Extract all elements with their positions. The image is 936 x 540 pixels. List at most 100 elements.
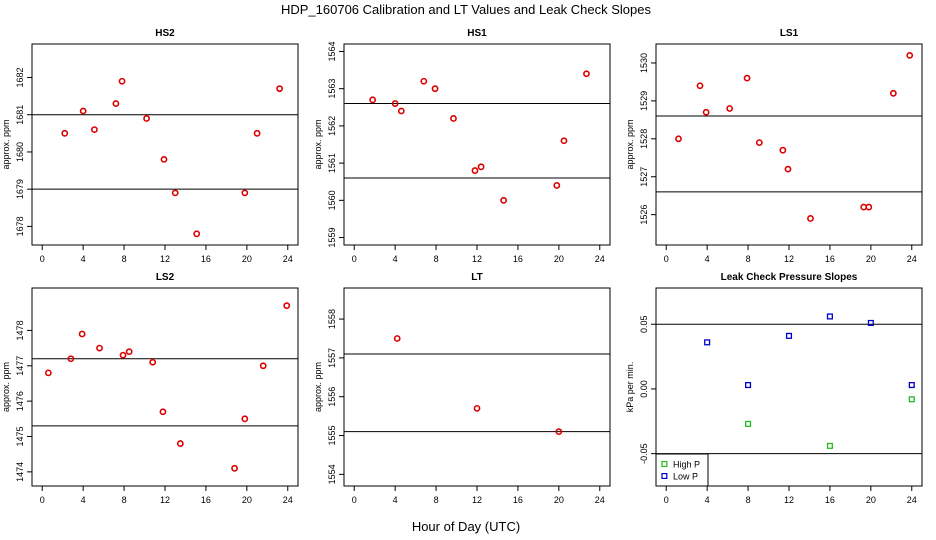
- data-point: [560, 137, 568, 145]
- data-point: [118, 77, 126, 85]
- data-point: [477, 163, 485, 171]
- x-tick-label: 16: [201, 495, 211, 505]
- x-tick-label: 16: [825, 254, 835, 264]
- panel-title: Leak Check Pressure Slopes: [721, 272, 858, 283]
- data-point: [471, 167, 479, 174]
- y-axis-label: kPa per min.: [625, 362, 635, 413]
- data-point: [149, 358, 157, 366]
- x-tick-label: 12: [160, 254, 170, 264]
- data-point: [397, 107, 405, 115]
- data-point: [785, 332, 793, 339]
- data-point: [420, 77, 428, 85]
- data-point: [473, 404, 481, 412]
- y-axis-label: approx. ppm: [313, 362, 323, 412]
- y-tick-label: 1680: [15, 142, 25, 162]
- y-tick-label: 1678: [15, 216, 25, 236]
- y-tick-label: 1527: [639, 167, 649, 187]
- data-point: [253, 129, 261, 137]
- data-point: [431, 85, 439, 93]
- y-tick-label: 1476: [15, 391, 25, 411]
- data-point: [908, 382, 915, 389]
- data-point: [231, 464, 238, 472]
- x-tick-label: 16: [201, 254, 211, 264]
- x-tick-label: 20: [866, 254, 876, 264]
- data-point: [78, 330, 86, 338]
- y-tick-label: 1679: [15, 179, 25, 199]
- x-tick-label: 20: [554, 495, 564, 505]
- y-tick-label: 1478: [15, 320, 25, 340]
- data-point: [889, 89, 897, 97]
- y-tick-label: 1561: [327, 153, 337, 173]
- panel-3: LS1 0 4 8 12 16 20 24 1526 1527 1528 1529 1530 approx…: [625, 28, 923, 264]
- y-tick-label: 1558: [327, 309, 337, 329]
- x-tick-label: 12: [784, 254, 794, 264]
- x-tick-label: 20: [242, 495, 252, 505]
- y-tick-label: 1563: [327, 79, 337, 99]
- y-tick-label: 1530: [639, 53, 649, 73]
- data-point: [500, 196, 507, 204]
- y-tick-label: 1681: [15, 105, 25, 125]
- x-tick-label: 8: [122, 495, 127, 505]
- x-tick-label: 4: [393, 495, 398, 505]
- x-tick-label: 0: [664, 254, 669, 264]
- x-tick-label: 24: [595, 495, 605, 505]
- legend-box: [655, 453, 709, 487]
- data-point: [675, 135, 682, 143]
- y-tick-label: 1528: [639, 129, 649, 149]
- data-point: [125, 348, 133, 356]
- figure-xlabel: Hour of Day (UTC): [412, 519, 520, 534]
- x-tick-label: 16: [513, 254, 523, 264]
- y-tick-label: 1559: [327, 228, 337, 248]
- x-tick-label: 4: [81, 254, 86, 264]
- x-tick-label: 4: [81, 495, 86, 505]
- data-point: [369, 96, 377, 104]
- legend-label: Low P: [673, 472, 698, 482]
- x-tick-label: 4: [705, 254, 710, 264]
- x-tick-label: 0: [40, 495, 45, 505]
- panel-2: HS1 0 4 8 12 16 20 24 1559 1560 1561 1562 1563 1564 ap…: [313, 28, 611, 264]
- x-tick-label: 0: [40, 254, 45, 264]
- y-tick-label: 1682: [15, 67, 25, 87]
- data-point: [826, 313, 833, 320]
- data-point: [96, 344, 103, 352]
- y-axis-label: approx. ppm: [1, 119, 11, 169]
- plot-frame: [31, 287, 299, 487]
- data-point: [745, 420, 752, 427]
- data-point: [755, 139, 763, 147]
- y-tick-label: 1555: [327, 426, 337, 446]
- data-point: [393, 335, 401, 342]
- data-point: [450, 115, 457, 122]
- data-point: [276, 85, 283, 93]
- plot-frame: [655, 43, 923, 246]
- data-point: [704, 339, 711, 346]
- plot-frame: [343, 43, 611, 246]
- y-tick-label: 0.00: [639, 380, 649, 398]
- y-axis-label: approx. ppm: [313, 119, 323, 169]
- panel-6: Leak Check Pressure Slopes 0 4 8 12 16 20 24 -0.…: [625, 272, 923, 505]
- data-point: [779, 146, 787, 154]
- data-point: [908, 396, 915, 403]
- x-tick-label: 8: [746, 495, 751, 505]
- y-axis-label: approx. ppm: [625, 119, 635, 169]
- y-tick-label: 1560: [327, 190, 337, 210]
- y-tick-label: -0.05: [639, 443, 649, 464]
- x-tick-label: 12: [472, 495, 482, 505]
- y-tick-label: 1557: [327, 348, 337, 368]
- data-point: [61, 129, 69, 137]
- panel-title: LT: [471, 272, 482, 283]
- data-point: [906, 51, 914, 59]
- data-point: [91, 126, 98, 134]
- y-tick-label: 1556: [327, 387, 337, 407]
- legend-marker: [661, 473, 668, 480]
- data-point: [391, 100, 399, 107]
- y-axis-label: approx. ppm: [1, 362, 11, 412]
- x-tick-label: 20: [242, 254, 252, 264]
- data-point: [112, 100, 120, 107]
- data-point: [696, 82, 704, 90]
- data-point: [745, 382, 752, 389]
- legend-marker: [661, 461, 668, 468]
- plot-frame: [343, 287, 611, 487]
- data-point: [67, 355, 75, 363]
- data-point: [743, 74, 751, 82]
- data-point: [119, 351, 127, 359]
